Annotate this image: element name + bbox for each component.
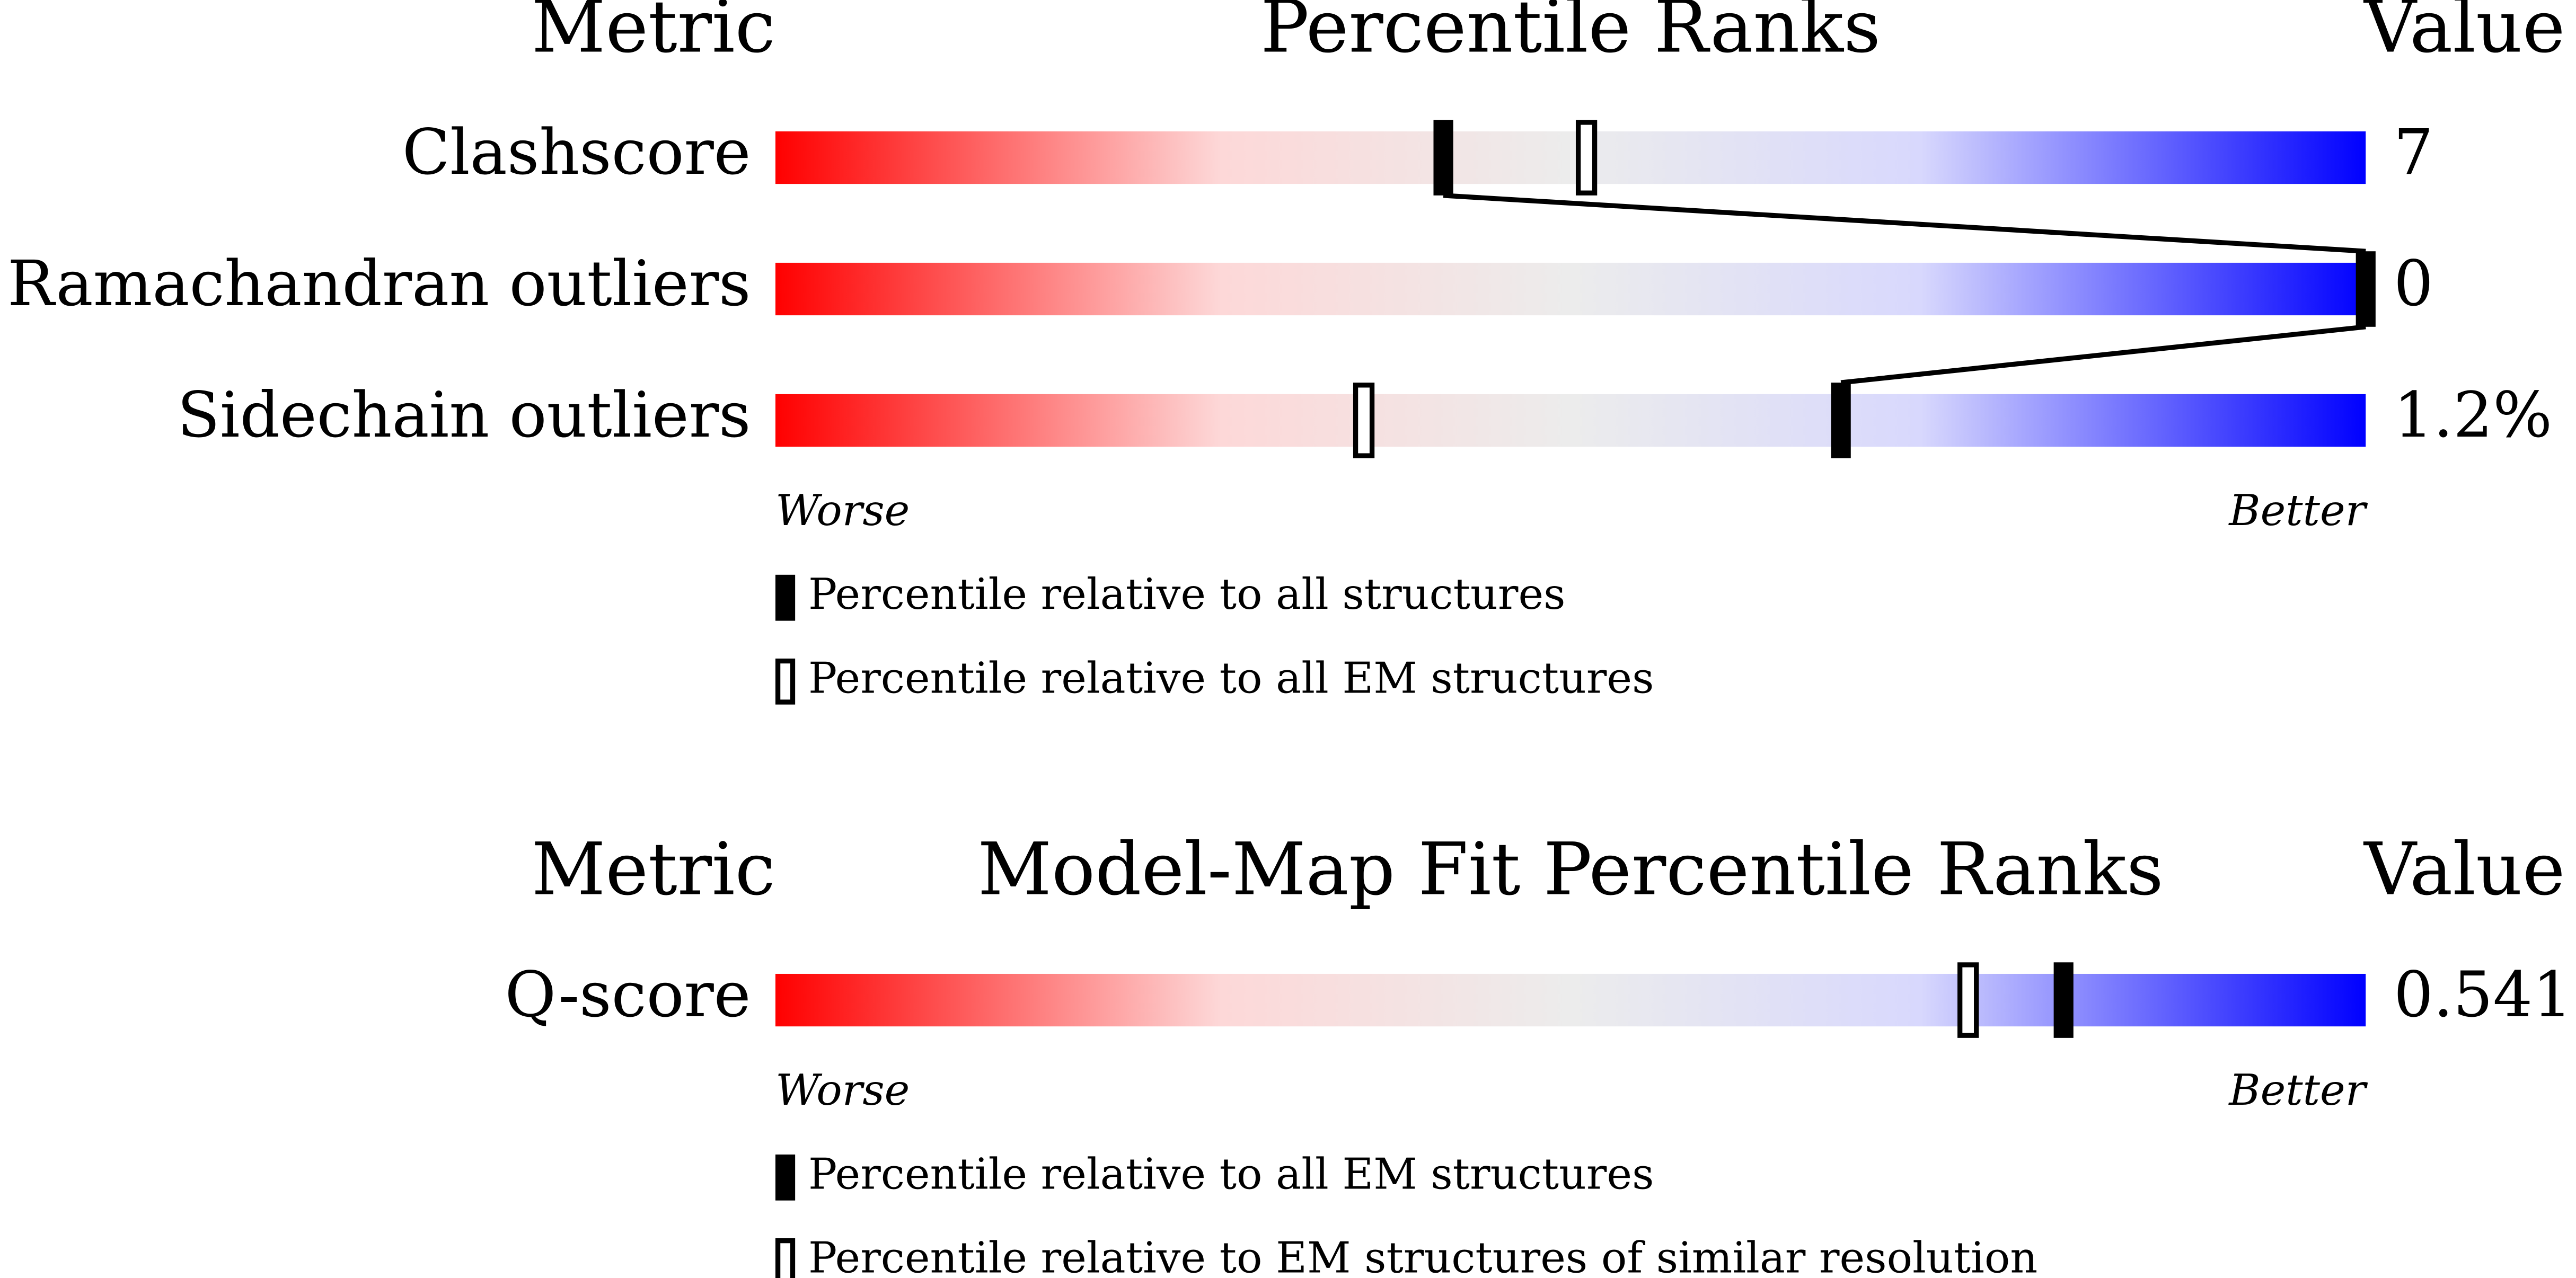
value-header: Value [2363, 828, 2565, 912]
legend-marker [775, 658, 796, 705]
legend-label: Percentile relative to all EM structures [808, 1149, 1654, 1199]
legend-label: Percentile relative to all EM structures [808, 653, 1654, 703]
worse-label: Worse [775, 1066, 910, 1115]
metric-value: 0.541 [2394, 958, 2572, 1031]
metric-value: 7 [2394, 116, 2433, 189]
marker-filled [1433, 120, 1453, 196]
better-label: Better [2228, 486, 2368, 536]
value-header: Value [2363, 0, 2565, 69]
metric-label: Sidechain outliers [177, 379, 751, 451]
better-label: Better [2228, 1066, 2368, 1115]
chart-title: Percentile Ranks [1260, 0, 1881, 69]
metric-header: Metric [532, 0, 775, 69]
marker-filled [1831, 383, 1851, 458]
percentile-bar [775, 973, 2366, 1027]
worse-label: Worse [775, 486, 910, 536]
percentile-bar [775, 262, 2366, 316]
legend-marker [775, 574, 796, 621]
marker-filled [2053, 962, 2074, 1038]
marker-outline [1353, 383, 1375, 458]
legend-marker [775, 1238, 796, 1278]
metric-label: Ramachandran outliers [7, 247, 751, 320]
marker-filled [2356, 251, 2376, 327]
marker-outline [1957, 962, 1979, 1038]
legend-label: Percentile relative to all structures [808, 570, 1566, 619]
metric-value: 1.2% [2394, 379, 2552, 451]
connector [1443, 193, 2366, 254]
percentile-bar [775, 394, 2366, 447]
percentile-bar [775, 131, 2366, 184]
metric-label: Q-score [505, 958, 751, 1031]
connector [1840, 324, 2366, 385]
chart-title: Model-Map Fit Percentile Ranks [977, 828, 2163, 912]
legend-label: Percentile relative to EM structures of … [808, 1233, 2037, 1278]
metric-value: 0 [2394, 247, 2433, 320]
metric-header: Metric [532, 828, 775, 912]
metric-label: Clashscore [402, 116, 751, 189]
legend-marker [775, 1154, 796, 1201]
marker-outline [1575, 120, 1598, 196]
